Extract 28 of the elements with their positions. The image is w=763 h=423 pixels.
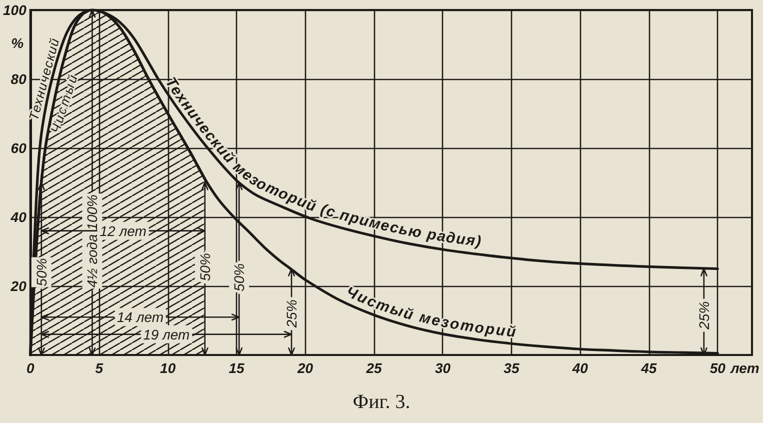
y-tick-label: 40 (10, 209, 27, 225)
x-tick-label: 25 (365, 360, 382, 376)
annotation: 25% (284, 300, 300, 329)
x-tick-label: 50 (710, 360, 726, 376)
annotation: 50% (231, 263, 248, 292)
x-axis-title: лет (730, 360, 760, 376)
annotation: 14 лет (116, 309, 164, 326)
y-tick-label: 20 (10, 278, 27, 294)
y-tick-label: 60 (10, 140, 27, 156)
annotation: 50% (196, 252, 213, 282)
x-tick-label: 40 (571, 360, 588, 376)
y-tick-label: 100 (3, 2, 27, 18)
y-tick-label: 80 (10, 71, 27, 87)
text: Фиг. 3. (352, 391, 410, 413)
annotation: 12 лет (100, 222, 147, 239)
x-tick-label: 5 (95, 360, 104, 376)
x-tick-label: 45 (640, 360, 657, 376)
annotation: 4½ года 100% (84, 194, 100, 288)
x-tick-label: 15 (228, 360, 245, 376)
annotation: 50% (33, 258, 50, 286)
x-tick-label: 10 (160, 360, 176, 376)
x-tick-label: 20 (296, 360, 314, 376)
y-axis-title: % (11, 35, 24, 51)
annotation: 25% (696, 301, 712, 330)
x-tick-label: 30 (434, 360, 451, 376)
x-tick-label: 35 (504, 360, 520, 376)
annotation: 19 лет (143, 326, 190, 342)
x-tick-label: 0 (26, 360, 34, 376)
